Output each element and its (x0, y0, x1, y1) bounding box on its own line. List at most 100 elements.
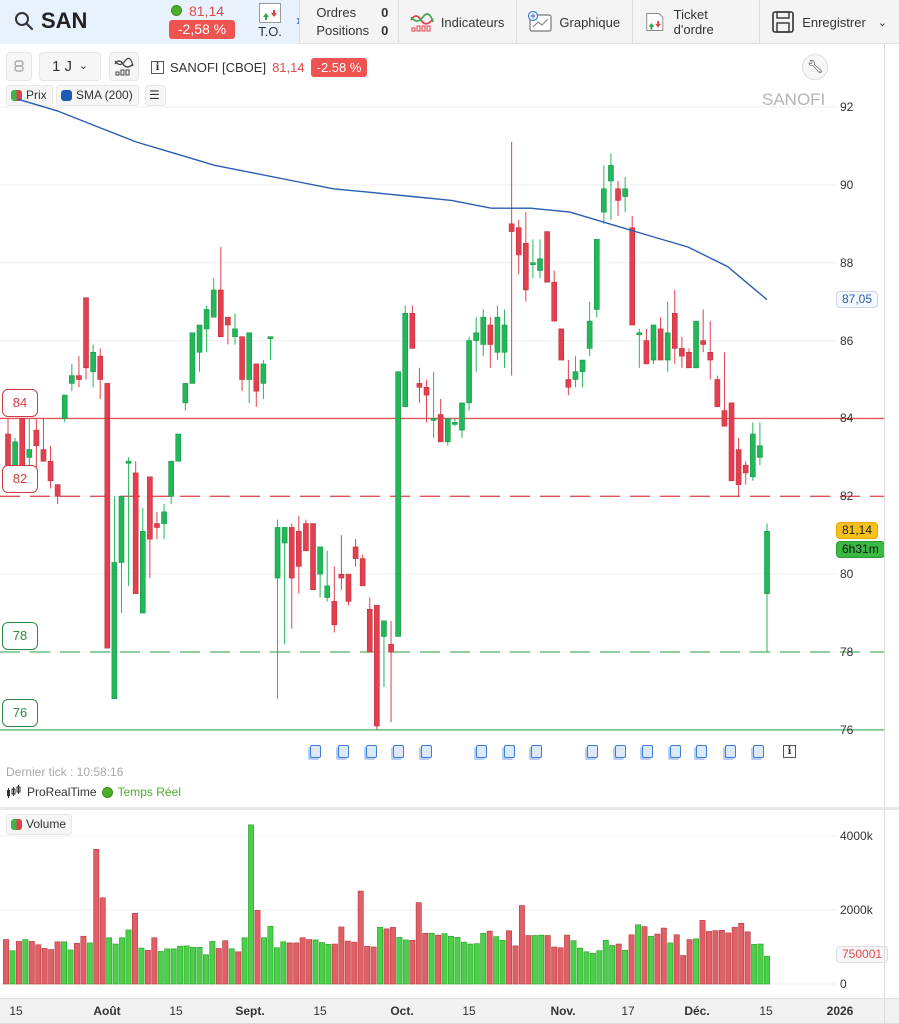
time-axis-label: 15 (759, 1004, 773, 1018)
level-82-handle[interactable]: 82 (2, 465, 38, 493)
level-78-handle[interactable]: 78 (2, 622, 38, 650)
time-axis-label: Oct. (390, 1004, 414, 1018)
instrument-name: SANOFI [CBOE] (170, 60, 267, 75)
volume-axis-tick: 0 (840, 977, 847, 991)
symbol-name[interactable]: SAN (41, 8, 88, 33)
to-button[interactable]: T.O. (255, 3, 285, 41)
news-document-icon[interactable] (642, 745, 653, 758)
news-document-icon[interactable] (393, 745, 404, 758)
price-axis-tick: 90 (840, 177, 854, 192)
last-volume-badge: 750001 (836, 946, 889, 963)
search-icon[interactable] (14, 11, 34, 31)
axis-border (884, 44, 885, 1024)
legend-list-button[interactable]: ☰ (145, 85, 166, 106)
indicators-icon (410, 13, 434, 32)
legend-volume[interactable]: Volume (6, 814, 73, 835)
price-axis-tick: 76 (840, 722, 854, 737)
news-document-icon[interactable] (338, 745, 349, 758)
time-axis-label: 15 (462, 1004, 476, 1018)
time-axis[interactable]: 15 Août 15 Sept. 15 Oct. 15 Nov. 17 Déc. 15 2026 (0, 998, 899, 1024)
save-icon (772, 11, 795, 33)
news-document-icon[interactable] (504, 745, 515, 758)
realtime-indicator-icon (101, 786, 113, 798)
order-ticket-icon (259, 3, 281, 23)
indicators-label: Indicateurs (440, 14, 505, 30)
news-document-icon[interactable] (421, 745, 432, 758)
provider-name: ProRealTime (27, 785, 97, 799)
time-axis-label: 15 (9, 1004, 23, 1018)
last-price: 81,14 (189, 3, 225, 19)
volume-axis-tick: 4000k (840, 829, 873, 843)
time-axis-label: Déc. (684, 1004, 710, 1018)
legend-sma[interactable]: SMA (200) (56, 85, 139, 106)
volume-swatch-icon (11, 819, 22, 830)
legend-price[interactable]: Prix (6, 85, 53, 106)
order-ticket-icon (646, 13, 664, 31)
watermark: SANOFI (762, 90, 826, 109)
indicators-button[interactable]: Indicateurs (399, 0, 518, 44)
market-open-indicator-icon (171, 5, 182, 16)
news-document-icon[interactable] (725, 745, 736, 758)
level-76-handle[interactable]: 76 (2, 699, 38, 727)
realtime-label: Temps Réel (117, 785, 181, 799)
positions-label: Positions (316, 23, 370, 38)
legend-sma-label: SMA (200) (76, 88, 133, 102)
save-button[interactable]: Enregistrer ⌄ (760, 0, 899, 44)
time-axis-label: 2026 (826, 1004, 854, 1018)
price-axis-tick: 88 (840, 255, 854, 270)
time-axis-label: Sept. (235, 1004, 265, 1018)
link-button[interactable] (6, 52, 32, 81)
events-info-icon[interactable]: i (783, 745, 796, 758)
symbol-block[interactable]: SAN 81,14 -2,58 % T.O. » (0, 0, 305, 44)
save-label: Enregistrer (802, 14, 866, 30)
news-document-icon[interactable] (366, 745, 377, 758)
to-label: T.O. (258, 24, 282, 39)
price-axis-tick: 86 (840, 333, 854, 348)
candles-logo-icon (7, 785, 21, 798)
price-axis-tick: 82 (840, 489, 854, 504)
volume-axis-tick: 2000k (840, 903, 873, 917)
chevron-down-icon: ⌄ (78, 60, 88, 72)
instrument-change-badge: -2.58 % (310, 58, 368, 77)
price-axis-tick: 80 (840, 567, 854, 582)
price-swatch-icon (11, 90, 22, 101)
news-document-icon[interactable] (531, 745, 542, 758)
news-document-icon[interactable] (310, 745, 321, 758)
price-axis-tick: 92 (840, 100, 854, 114)
news-document-icon[interactable] (753, 745, 764, 758)
news-document-icon[interactable] (587, 745, 598, 758)
pane-separator[interactable] (0, 807, 899, 810)
timeframe-select[interactable]: 1 J ⌄ (39, 52, 101, 81)
time-axis-label: 15 (313, 1004, 327, 1018)
wrench-icon: 🔧︎ (806, 59, 824, 74)
info-icon[interactable]: i (151, 61, 164, 74)
timeframe-value: 1 J (52, 58, 73, 75)
positions-count: 0 (381, 23, 389, 38)
last-tick-label: Dernier tick : 10:58:16 (6, 765, 124, 779)
news-document-icon[interactable] (670, 745, 681, 758)
news-document-icon[interactable] (476, 745, 487, 758)
chart-style-icon (114, 57, 134, 76)
price-axis-tick: 78 (840, 645, 854, 660)
orders-label: Ordres (316, 5, 357, 20)
add-chart-label: Graphique (559, 14, 621, 30)
add-chart-button[interactable]: Graphique (517, 0, 634, 44)
news-document-icon[interactable] (696, 745, 707, 758)
order-ticket-button[interactable]: Ticket d'ordre (633, 0, 761, 44)
chevron-down-icon[interactable]: ⌄ (877, 16, 887, 29)
legend-price-label: Prix (26, 88, 47, 102)
countdown-badge: 6h31m (836, 541, 885, 558)
legend-volume-label: Volume (26, 817, 67, 831)
time-axis-label: Nov. (550, 1004, 576, 1018)
orders-positions[interactable]: Ordres 0 Positions 0 (299, 0, 399, 43)
last-price-badge: 81,14 (836, 522, 879, 539)
news-document-icon[interactable] (615, 745, 626, 758)
chart-style-button[interactable] (109, 52, 139, 81)
settings-wrench-button[interactable]: 🔧︎ (802, 54, 828, 80)
sma-swatch-icon (61, 90, 72, 101)
time-axis-label: 17 (621, 1004, 635, 1018)
change-badge: -2,58 % (169, 20, 235, 39)
level-84-handle[interactable]: 84 (2, 389, 38, 417)
top-toolbar: SAN 81,14 -2,58 % T.O. » Ordres 0 Positio… (0, 0, 899, 44)
